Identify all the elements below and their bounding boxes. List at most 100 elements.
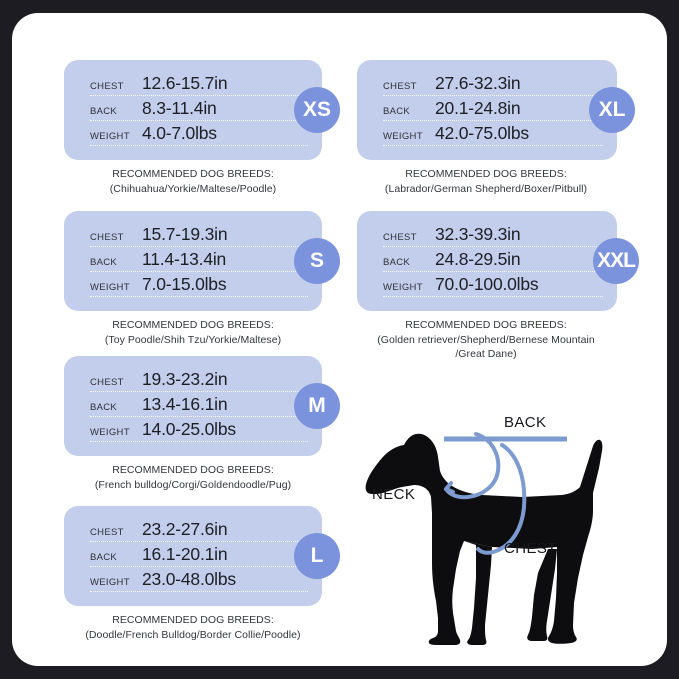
row-value: 14.0-25.0lbs [142, 419, 236, 439]
row-label: BACK [90, 552, 118, 563]
chest-label: CHEST [504, 540, 557, 557]
breeds-list: (Toy Poodle/Shih Tzu/Yorkie/Maltese) [104, 333, 282, 346]
size-card-body: CHEST 32.3-39.3in BACK 24.8-29.5in WEIGH… [357, 211, 639, 311]
breeds-list: (Golden retriever/Shepherd/Bernese Mount… [377, 333, 595, 346]
row-value: 12.6-15.7in [142, 73, 228, 93]
breeds-title: RECOMMENDED DOG BREEDS: [112, 168, 274, 180]
row-label: BACK [383, 257, 411, 268]
size-card-xs[interactable]: CHEST 12.6-15.7in BACK 8.3-11.4in WEIGHT… [64, 60, 340, 196]
breeds-list: (Doodle/French Bulldog/Border Collie/Poo… [85, 628, 301, 641]
row-label: WEIGHT [383, 131, 423, 142]
chest-measure-loop [476, 443, 527, 555]
dog-measurement-diagram: BACK NECK CHEST [352, 373, 662, 653]
breeds-caption: RECOMMENDED DOG BREEDS: (Labrador/German… [341, 167, 631, 196]
dog-silhouette-icon [365, 432, 603, 645]
row-label: WEIGHT [90, 577, 130, 588]
size-badge: M [294, 383, 340, 429]
table-row: CHEST 15.7-19.3in [64, 224, 322, 249]
table-row: WEIGHT 14.0-25.0lbs [64, 419, 322, 444]
table-row: WEIGHT 70.0-100.0lbs [357, 274, 617, 299]
row-value: 27.6-32.3in [435, 73, 521, 93]
row-value: 23.2-27.6in [142, 519, 228, 539]
table-row: CHEST 27.6-32.3in [357, 73, 617, 98]
breeds-list: (Labrador/German Shepherd/Boxer/Pitbull) [384, 182, 588, 195]
size-card-s[interactable]: CHEST 15.7-19.3in BACK 11.4-13.4in WEIGH… [64, 211, 340, 347]
row-label: CHEST [383, 232, 417, 243]
row-value: 15.7-19.3in [142, 224, 228, 244]
neck-measure-arrow [444, 481, 455, 494]
back-label: BACK [504, 414, 547, 431]
row-value: 23.0-48.0lbs [142, 569, 236, 589]
row-value: 7.0-15.0lbs [142, 274, 227, 294]
breeds-caption: RECOMMENDED DOG BREEDS: (French bulldog/… [48, 463, 338, 492]
breeds-title: RECOMMENDED DOG BREEDS: [405, 319, 567, 331]
table-row: WEIGHT 4.0-7.0lbs [64, 123, 322, 148]
table-row: WEIGHT 42.0-75.0lbs [357, 123, 617, 148]
table-row: BACK 16.1-20.1in [64, 544, 322, 569]
breeds-caption: RECOMMENDED DOG BREEDS: (Golden retrieve… [341, 318, 631, 362]
size-card-body: CHEST 15.7-19.3in BACK 11.4-13.4in WEIGH… [64, 211, 340, 311]
table-row: CHEST 23.2-27.6in [64, 519, 322, 544]
row-label: WEIGHT [90, 131, 130, 142]
size-card-l[interactable]: CHEST 23.2-27.6in BACK 16.1-20.1in WEIGH… [64, 506, 340, 642]
row-value: 70.0-100.0lbs [435, 274, 539, 294]
row-label: BACK [383, 106, 411, 117]
table-row: CHEST 32.3-39.3in [357, 224, 617, 249]
breeds-caption: RECOMMENDED DOG BREEDS: (Doodle/French B… [48, 613, 338, 642]
row-value: 24.8-29.5in [435, 249, 521, 269]
size-badge: XXL [593, 238, 639, 284]
size-badge: L [294, 533, 340, 579]
breeds-title: RECOMMENDED DOG BREEDS: [112, 614, 274, 626]
row-label: WEIGHT [90, 282, 130, 293]
row-label: CHEST [90, 527, 124, 538]
row-label: CHEST [90, 232, 124, 243]
row-value: 16.1-20.1in [142, 544, 228, 564]
size-card-body: CHEST 27.6-32.3in BACK 20.1-24.8in WEIGH… [357, 60, 635, 160]
table-row: BACK 13.4-16.1in [64, 394, 322, 419]
table-row: BACK 11.4-13.4in [64, 249, 322, 274]
breeds-title: RECOMMENDED DOG BREEDS: [405, 168, 567, 180]
table-row: BACK 20.1-24.8in [357, 98, 617, 123]
row-label: CHEST [90, 377, 124, 388]
breeds-title: RECOMMENDED DOG BREEDS: [112, 464, 274, 476]
row-value: 32.3-39.3in [435, 224, 521, 244]
row-value: 19.3-23.2in [142, 369, 228, 389]
size-chart-page: CHEST 12.6-15.7in BACK 8.3-11.4in WEIGHT… [12, 13, 667, 666]
size-badge: XL [589, 87, 635, 133]
size-card-body: CHEST 19.3-23.2in BACK 13.4-16.1in WEIGH… [64, 356, 340, 456]
row-label: WEIGHT [90, 427, 130, 438]
row-label: BACK [90, 257, 118, 268]
row-value: 8.3-11.4in [142, 98, 217, 118]
size-card-xxl[interactable]: CHEST 32.3-39.3in BACK 24.8-29.5in WEIGH… [357, 211, 639, 362]
breeds-list: (Chihuahua/Yorkie/Maltese/Poodle) [109, 182, 277, 195]
row-value: 13.4-16.1in [142, 394, 228, 414]
row-label: CHEST [383, 81, 417, 92]
row-value: 4.0-7.0lbs [142, 123, 217, 143]
row-label: BACK [90, 106, 118, 117]
row-label: WEIGHT [383, 282, 423, 293]
table-row: WEIGHT 23.0-48.0lbs [64, 569, 322, 594]
size-badge: S [294, 238, 340, 284]
size-badge: XS [294, 87, 340, 133]
neck-label: NECK [372, 486, 416, 503]
neck-measure-loop [444, 432, 501, 500]
table-row: BACK 24.8-29.5in [357, 249, 617, 274]
table-row: WEIGHT 7.0-15.0lbs [64, 274, 322, 299]
size-card-body: CHEST 12.6-15.7in BACK 8.3-11.4in WEIGHT… [64, 60, 340, 160]
row-value: 20.1-24.8in [435, 98, 521, 118]
breeds-title: RECOMMENDED DOG BREEDS: [112, 319, 274, 331]
breeds-list-line2: /Great Dane) [455, 348, 517, 360]
breeds-caption: RECOMMENDED DOG BREEDS: (Toy Poodle/Shih… [64, 318, 322, 347]
row-value: 11.4-13.4in [142, 249, 227, 269]
table-row: CHEST 19.3-23.2in [64, 369, 322, 394]
table-row: BACK 8.3-11.4in [64, 98, 322, 123]
row-label: BACK [90, 402, 118, 413]
breeds-list: (French bulldog/Corgi/Goldendoodle/Pug) [94, 478, 292, 491]
row-label: CHEST [90, 81, 124, 92]
breeds-caption: RECOMMENDED DOG BREEDS: (Chihuahua/Yorki… [64, 167, 322, 196]
row-value: 42.0-75.0lbs [435, 123, 529, 143]
size-card-m[interactable]: CHEST 19.3-23.2in BACK 13.4-16.1in WEIGH… [64, 356, 340, 492]
table-row: CHEST 12.6-15.7in [64, 73, 322, 98]
size-card-xl[interactable]: CHEST 27.6-32.3in BACK 20.1-24.8in WEIGH… [357, 60, 635, 196]
